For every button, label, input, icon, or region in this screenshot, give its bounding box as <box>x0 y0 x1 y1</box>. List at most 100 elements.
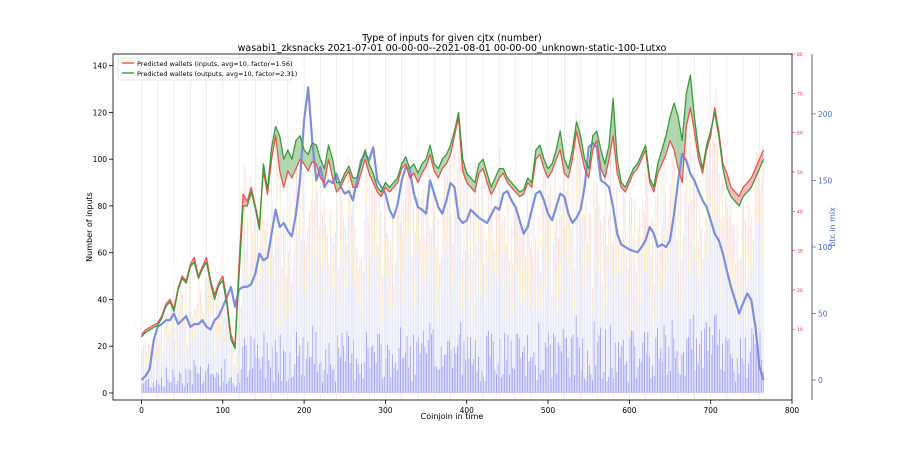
background-bar <box>722 234 724 344</box>
background-bar <box>269 367 271 393</box>
background-bar <box>587 278 589 298</box>
background-bar <box>538 251 540 324</box>
background-bar <box>585 270 587 381</box>
background-bar <box>596 186 598 217</box>
background-bar <box>196 373 198 393</box>
background-bar <box>282 262 284 283</box>
background-bar <box>621 273 623 347</box>
background-bar <box>494 261 496 275</box>
background-bar <box>629 235 631 338</box>
background-bar <box>195 318 197 334</box>
background-bar <box>702 368 704 393</box>
background-bar <box>229 348 231 357</box>
background-bar <box>195 333 197 366</box>
background-bar <box>639 231 641 257</box>
background-bar <box>460 321 462 393</box>
background-bar <box>663 324 665 393</box>
background-bar <box>258 291 260 303</box>
background-bar <box>655 195 657 215</box>
background-bar <box>154 349 156 387</box>
background-bar <box>206 321 208 369</box>
background-bar <box>214 355 216 378</box>
background-bar <box>395 273 397 302</box>
background-bar <box>406 219 408 235</box>
background-bar <box>731 358 733 393</box>
background-bar <box>178 372 180 393</box>
background-bar <box>435 281 437 319</box>
background-bar <box>260 280 262 369</box>
background-bar <box>372 238 374 345</box>
background-bar <box>443 232 445 254</box>
background-bar <box>180 373 182 393</box>
background-bar <box>526 278 528 335</box>
background-bar <box>502 221 504 257</box>
background-bar <box>756 218 758 334</box>
background-bar <box>544 165 546 189</box>
background-bar <box>385 247 387 279</box>
background-bar <box>165 329 167 340</box>
background-bar <box>253 242 255 262</box>
background-bar <box>665 193 667 229</box>
background-bar <box>382 291 384 325</box>
background-bar <box>274 340 276 393</box>
background-bar <box>658 251 660 286</box>
background-bar <box>391 217 393 243</box>
background-bar <box>333 276 335 290</box>
background-bar <box>574 269 576 294</box>
background-bar <box>143 344 145 358</box>
background-bar <box>504 253 506 334</box>
background-bar <box>469 252 471 338</box>
background-bar <box>203 313 205 336</box>
background-bar <box>473 233 475 262</box>
background-bar <box>525 376 527 393</box>
background-bar <box>284 229 286 270</box>
background-bar <box>265 379 267 393</box>
background-bar <box>645 270 647 354</box>
background-bar <box>432 211 434 226</box>
background-bar <box>388 349 390 393</box>
background-bar <box>334 301 336 382</box>
background-bar <box>645 353 647 393</box>
background-bar <box>282 350 284 393</box>
background-bar <box>494 274 496 371</box>
background-bar <box>580 226 582 244</box>
background-bar <box>535 262 537 304</box>
background-bar <box>211 373 213 393</box>
background-bar <box>274 279 276 341</box>
background-bar <box>479 293 481 382</box>
background-bar <box>469 196 471 238</box>
background-bar <box>624 364 626 393</box>
background-bar <box>302 235 304 337</box>
background-bar <box>652 288 654 366</box>
x-tick-label: 400 <box>460 406 475 415</box>
background-bar <box>621 346 623 393</box>
background-bar <box>268 309 270 361</box>
background-bar <box>287 314 289 379</box>
background-bar <box>143 357 145 362</box>
background-bar <box>289 352 291 393</box>
background-bar <box>463 165 465 216</box>
background-bar <box>754 224 756 344</box>
background-bar <box>395 301 397 363</box>
background-bar <box>613 245 615 259</box>
background-bar <box>434 273 436 366</box>
background-bar <box>229 356 231 363</box>
background-bar <box>665 262 667 336</box>
background-bar <box>510 281 512 341</box>
background-bar <box>185 368 187 393</box>
background-bar <box>735 303 737 382</box>
background-bar <box>271 201 273 218</box>
background-bar <box>665 335 667 393</box>
background-bar <box>370 189 372 236</box>
background-bar <box>224 308 226 315</box>
background-bar <box>642 198 644 222</box>
background-bar <box>193 308 195 316</box>
background-bar <box>318 229 320 260</box>
background-bar <box>595 364 597 393</box>
background-bar <box>221 320 223 339</box>
background-bar <box>630 330 632 393</box>
background-bar <box>624 197 626 236</box>
background-bar <box>310 253 312 357</box>
background-bar <box>606 264 608 302</box>
background-bar <box>445 354 447 393</box>
